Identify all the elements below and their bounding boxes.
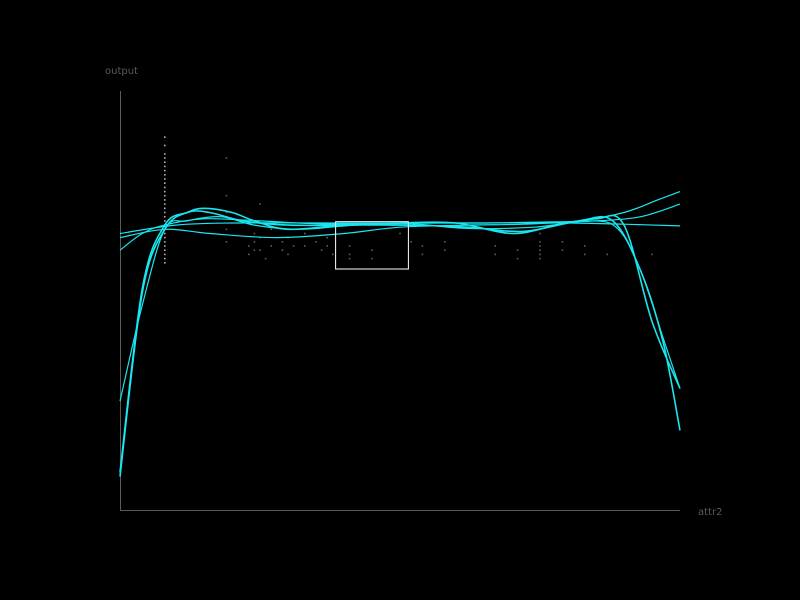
scatter-point-38 xyxy=(253,249,256,251)
scatter-points xyxy=(164,136,653,264)
scatter-point-42 xyxy=(264,257,267,260)
scatter-point-16 xyxy=(164,211,166,214)
series-line-6 xyxy=(119,222,681,235)
scatter-point-0 xyxy=(164,136,166,138)
scatter-point-71 xyxy=(516,249,519,251)
scatter-point-58 xyxy=(348,253,351,256)
scatter-point-3 xyxy=(164,157,166,159)
scatter-point-4 xyxy=(164,161,166,163)
scatter-point-49 xyxy=(292,245,295,247)
scatter-point-81 xyxy=(584,245,586,247)
scatter-point-84 xyxy=(651,253,653,256)
scatter-point-45 xyxy=(281,241,284,243)
scatter-point-15 xyxy=(164,207,166,210)
scatter-point-78 xyxy=(539,257,541,260)
scatter-point-30 xyxy=(225,194,228,197)
scatter-point-68 xyxy=(444,249,446,251)
scatter-point-74 xyxy=(539,241,541,243)
series-line-5 xyxy=(119,191,681,239)
scatter-point-37 xyxy=(253,241,256,243)
scatter-point-21 xyxy=(164,232,166,235)
scatter-point-26 xyxy=(164,253,166,256)
scatter-point-24 xyxy=(164,245,166,247)
scatter-point-77 xyxy=(539,253,541,256)
scatter-point-1 xyxy=(164,144,166,147)
series-curves xyxy=(119,191,681,477)
scatter-point-66 xyxy=(421,253,424,256)
scatter-point-60 xyxy=(371,249,373,251)
scatter-point-43 xyxy=(270,228,272,231)
y-axis-label: output xyxy=(105,66,138,77)
scatter-point-80 xyxy=(561,249,564,251)
scatter-point-55 xyxy=(326,245,328,247)
scatter-point-56 xyxy=(332,253,334,256)
scatter-point-11 xyxy=(164,190,166,193)
x-axis-label: attr2 xyxy=(698,507,722,518)
selection-box[interactable] xyxy=(335,221,409,270)
scatter-point-70 xyxy=(494,253,496,256)
scatter-point-79 xyxy=(561,241,564,243)
scatter-point-75 xyxy=(539,245,541,247)
scatter-point-7 xyxy=(164,174,166,176)
scatter-point-12 xyxy=(164,194,166,197)
scatter-point-54 xyxy=(326,236,328,239)
scatter-point-44 xyxy=(270,245,272,247)
scatter-point-67 xyxy=(444,241,446,243)
scatter-point-33 xyxy=(225,241,228,243)
scatter-point-51 xyxy=(304,245,306,247)
scatter-point-2 xyxy=(164,153,166,155)
scatter-point-52 xyxy=(315,241,317,243)
scatter-point-14 xyxy=(164,203,166,205)
scatter-point-76 xyxy=(539,249,541,251)
scatter-point-18 xyxy=(164,220,166,222)
series-line-4 xyxy=(119,203,681,251)
scatter-point-61 xyxy=(371,257,373,260)
scatter-point-23 xyxy=(164,241,166,243)
scatter-point-36 xyxy=(253,232,256,235)
scatter-point-31 xyxy=(225,211,228,214)
scatter-point-10 xyxy=(164,186,166,189)
scatter-point-72 xyxy=(516,257,519,260)
scatter-point-25 xyxy=(164,249,166,251)
scatter-point-64 xyxy=(410,241,412,243)
scatter-point-63 xyxy=(399,232,401,235)
scatter-point-82 xyxy=(584,253,586,256)
scatter-point-69 xyxy=(494,245,496,247)
scatter-point-27 xyxy=(164,257,166,260)
scatter-point-32 xyxy=(225,228,228,231)
scatter-point-17 xyxy=(164,215,166,218)
scatter-point-39 xyxy=(259,203,261,205)
scatter-point-5 xyxy=(164,165,166,168)
scatter-point-34 xyxy=(248,245,250,247)
scatter-point-65 xyxy=(421,245,424,247)
scatter-point-73 xyxy=(539,232,541,235)
scatter-point-28 xyxy=(164,262,166,264)
scatter-point-9 xyxy=(164,182,166,184)
scatter-point-13 xyxy=(164,199,166,201)
scatter-point-6 xyxy=(164,169,166,172)
scatter-point-35 xyxy=(248,253,250,256)
scatter-point-50 xyxy=(304,232,306,235)
scatter-point-46 xyxy=(281,249,284,251)
scatter-point-8 xyxy=(164,178,166,180)
scatter-point-53 xyxy=(320,249,323,251)
scatter-point-22 xyxy=(164,236,166,239)
scatter-point-48 xyxy=(287,253,289,256)
scatter-point-83 xyxy=(606,253,608,256)
scatter-point-41 xyxy=(259,249,261,251)
scatter-point-59 xyxy=(348,257,351,260)
scatter-point-57 xyxy=(348,245,351,247)
scatter-point-29 xyxy=(225,157,228,159)
